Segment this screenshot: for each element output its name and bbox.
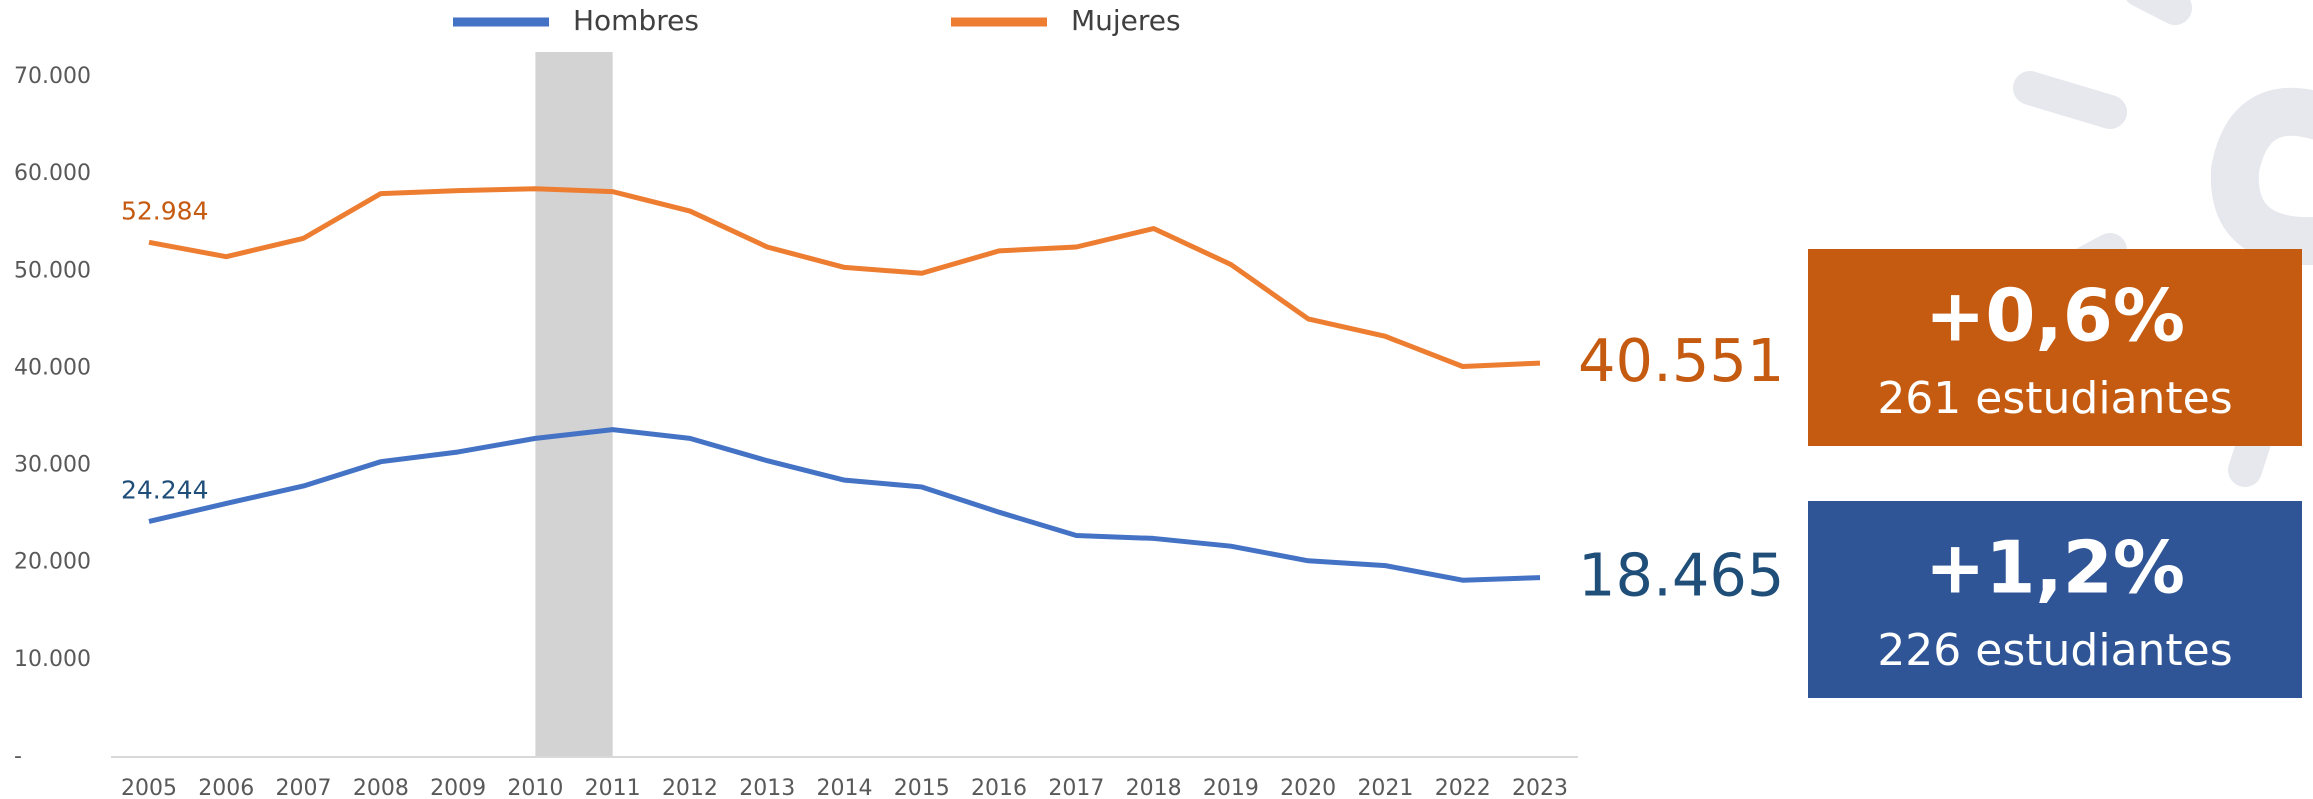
decor-stroke xyxy=(2013,71,2127,129)
callout-box xyxy=(1808,501,2302,698)
x-tick-label: 2011 xyxy=(585,776,641,799)
series-line xyxy=(148,427,1541,583)
decor-c xyxy=(2210,87,2313,265)
y-tick-label: 60.000 xyxy=(14,161,91,186)
y-tick-label: - xyxy=(14,744,22,769)
y-tick-label: 40.000 xyxy=(14,355,91,380)
callout-value: +1,2% xyxy=(1925,526,2185,610)
x-tick-label: 2012 xyxy=(662,776,718,799)
x-tick-label: 2017 xyxy=(1048,776,1104,799)
x-tick-label: 2007 xyxy=(276,776,332,799)
highlight-band xyxy=(535,52,613,757)
x-tick-label: 2014 xyxy=(817,776,873,799)
x-tick-label: 2008 xyxy=(353,776,409,799)
legend-label: Hombres xyxy=(573,4,699,37)
x-tick-label: 2013 xyxy=(739,776,795,799)
callout-value: +0,6% xyxy=(1925,274,2185,358)
x-tick-label: 2015 xyxy=(894,776,950,799)
y-tick-label: 20.000 xyxy=(14,550,91,575)
x-tick-label: 2005 xyxy=(121,776,177,799)
value-label: 24.244 xyxy=(121,475,208,504)
callout-text: 226 estudiantes xyxy=(1877,625,2232,676)
callout-box xyxy=(1808,249,2302,446)
x-tick-label: 2022 xyxy=(1435,776,1491,799)
value-label: 52.984 xyxy=(121,196,208,225)
decor-stroke xyxy=(2126,0,2192,25)
end-value-label: 40.551 xyxy=(1578,326,1784,395)
end-value-label: 18.465 xyxy=(1578,541,1784,610)
x-tick-label: 2018 xyxy=(1126,776,1182,799)
x-tick-label: 2019 xyxy=(1203,776,1259,799)
x-tick-label: 2023 xyxy=(1512,776,1568,799)
x-tick-label: 2016 xyxy=(971,776,1027,799)
x-tick-label: 2020 xyxy=(1280,776,1336,799)
y-tick-label: 70.000 xyxy=(14,64,91,89)
y-tick-label: 30.000 xyxy=(14,453,91,478)
series-line xyxy=(148,186,1541,369)
x-tick-label: 2010 xyxy=(507,776,563,799)
callout-text: 261 estudiantes xyxy=(1877,373,2232,424)
x-tick-label: 2006 xyxy=(198,776,254,799)
y-tick-label: 50.000 xyxy=(14,258,91,283)
x-tick-label: 2009 xyxy=(430,776,486,799)
legend-label: Mujeres xyxy=(1071,4,1181,37)
y-tick-label: 10.000 xyxy=(14,647,91,672)
x-tick-label: 2021 xyxy=(1357,776,1413,799)
